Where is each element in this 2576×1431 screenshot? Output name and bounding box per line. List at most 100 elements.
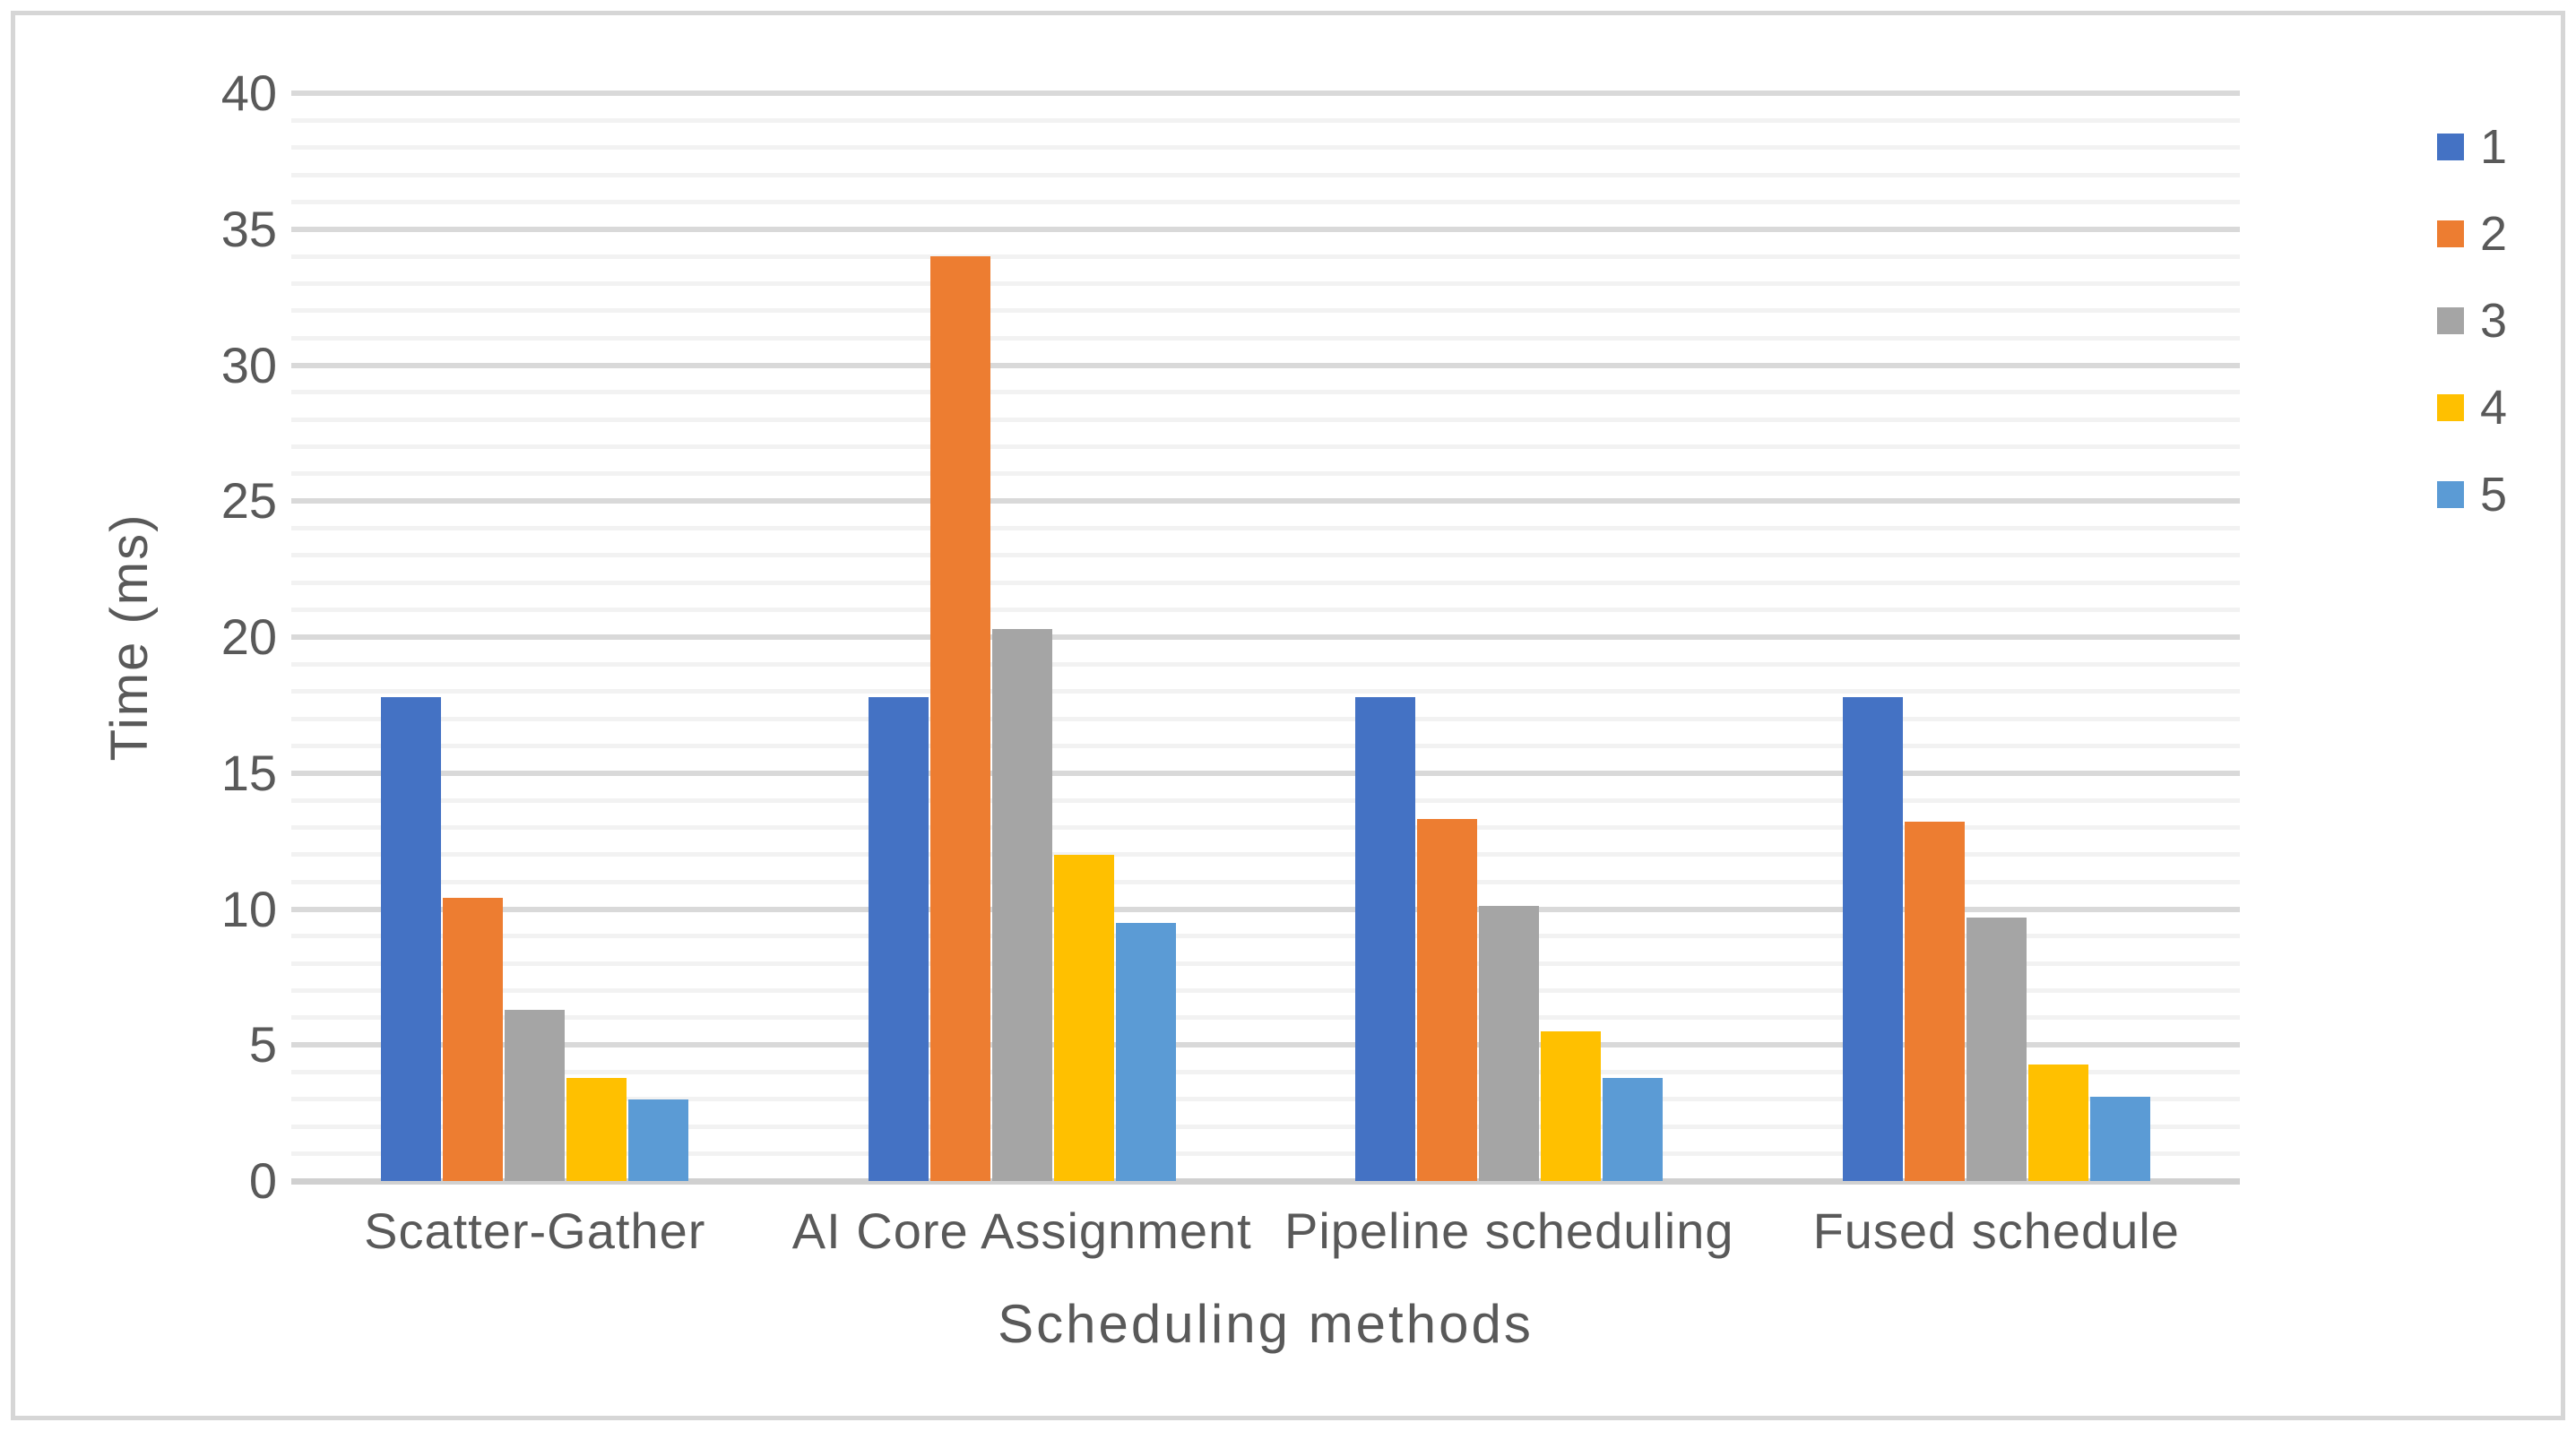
y-tick-label-10: 10 — [220, 880, 277, 937]
bar-series-2-ai-core-assignment — [929, 256, 990, 1181]
minor-gridline — [291, 117, 2240, 123]
bar-series-4-ai-core-assignment — [1053, 854, 1114, 1181]
bar-group-fused-schedule — [1753, 93, 2241, 1181]
legend-label-5: 5 — [2480, 467, 2508, 522]
minor-gridline — [291, 824, 2240, 830]
minor-gridline — [291, 526, 2240, 531]
bar-series-3-scatter-gather — [505, 1009, 566, 1181]
bar-series-5-scatter-gather — [628, 1099, 689, 1181]
bar-series-1-scatter-gather — [381, 696, 442, 1181]
legend-item-1: 1 — [2437, 103, 2507, 190]
bar-series-3-fused-schedule — [1966, 917, 2027, 1181]
y-tick-label-35: 35 — [220, 200, 277, 257]
legend-swatch-icon — [2437, 480, 2464, 508]
x-axis-line — [291, 1177, 2240, 1185]
legend-item-3: 3 — [2437, 277, 2507, 364]
plot-area — [291, 91, 2240, 1185]
minor-gridline — [291, 471, 2240, 477]
bar-group-scatter-gather — [291, 93, 779, 1181]
legend-swatch-icon — [2437, 133, 2464, 160]
minor-gridline — [291, 1151, 2240, 1157]
bar-group-ai-core-assignment — [779, 93, 1266, 1181]
legend-label-1: 1 — [2480, 119, 2508, 174]
minor-gridline — [291, 145, 2240, 151]
legend-label-2: 2 — [2480, 206, 2508, 261]
bar-series-1-ai-core-assignment — [868, 696, 929, 1181]
x-category-label-ai-core-assignment: AI Core Assignment — [791, 1203, 1252, 1259]
minor-gridline — [291, 689, 2240, 694]
minor-gridline — [291, 199, 2240, 204]
legend-label-4: 4 — [2480, 380, 2508, 435]
minor-gridline — [291, 852, 2240, 858]
y-tick-label-5: 5 — [248, 1016, 277, 1073]
minor-gridline — [291, 172, 2240, 177]
y-axis-tick-labels: 0 5 10 15 20 25 30 35 40 — [15, 15, 277, 1416]
x-axis-title: Scheduling methods — [998, 1294, 1534, 1354]
bar-series-3-pipeline-scheduling — [1479, 906, 1540, 1181]
minor-gridline — [291, 743, 2240, 748]
minor-gridline — [291, 417, 2240, 422]
minor-gridline — [291, 1097, 2240, 1102]
minor-gridline — [291, 580, 2240, 585]
y-axis-title: Time (ms) — [100, 513, 159, 762]
y-tick-label-30: 30 — [220, 336, 277, 393]
bar-group-pipeline-scheduling — [1266, 93, 1753, 1181]
y-tick-label-0: 0 — [248, 1152, 277, 1209]
legend-swatch-icon — [2437, 393, 2464, 421]
x-category-label-scatter-gather: Scatter-Gather — [364, 1203, 706, 1259]
y-tick-label-40: 40 — [220, 65, 277, 121]
major-gridline — [291, 362, 2240, 368]
bar-series-3-ai-core-assignment — [991, 628, 1052, 1181]
minor-gridline — [291, 1070, 2240, 1075]
legend: 1 2 3 4 5 — [2437, 103, 2507, 538]
bar-series-2-fused-schedule — [1904, 822, 1965, 1181]
minor-gridline — [291, 1015, 2240, 1021]
legend-item-5: 5 — [2437, 451, 2507, 538]
minor-gridline — [291, 608, 2240, 613]
minor-gridline — [291, 280, 2240, 286]
minor-gridline — [291, 553, 2240, 558]
minor-gridline — [291, 335, 2240, 341]
x-axis-category-labels: Scatter-Gather AI Core Assignment Pipeline… — [291, 1200, 2240, 1263]
minor-gridline — [291, 444, 2240, 450]
bar-series-1-fused-schedule — [1842, 696, 1903, 1181]
major-gridline — [291, 634, 2240, 640]
bar-series-5-ai-core-assignment — [1115, 922, 1176, 1181]
legend-label-3: 3 — [2480, 293, 2508, 348]
y-tick-label-15: 15 — [220, 744, 277, 801]
legend-item-4: 4 — [2437, 364, 2507, 451]
minor-gridline — [291, 254, 2240, 259]
bar-series-2-scatter-gather — [443, 898, 504, 1181]
bar-series-4-scatter-gather — [566, 1077, 627, 1181]
minor-gridline — [291, 988, 2240, 994]
bar-series-5-pipeline-scheduling — [1603, 1077, 1664, 1181]
bar-series-5-fused-schedule — [2089, 1096, 2150, 1181]
legend-swatch-icon — [2437, 306, 2464, 334]
major-gridline — [291, 498, 2240, 504]
major-gridline — [291, 906, 2240, 912]
x-category-label-fused-schedule: Fused schedule — [1812, 1203, 2180, 1259]
minor-gridline — [291, 661, 2240, 667]
minor-gridline — [291, 716, 2240, 721]
bar-series-1-pipeline-scheduling — [1355, 696, 1416, 1181]
major-gridline — [291, 91, 2240, 96]
legend-item-2: 2 — [2437, 190, 2507, 277]
bars-layer — [291, 93, 2240, 1181]
minor-gridline — [291, 308, 2240, 314]
minor-gridline — [291, 797, 2240, 803]
minor-gridline — [291, 961, 2240, 966]
minor-gridline — [291, 934, 2240, 939]
y-tick-label-25: 25 — [220, 472, 277, 530]
major-gridline — [291, 770, 2240, 776]
y-tick-label-20: 20 — [220, 608, 277, 665]
bar-series-2-pipeline-scheduling — [1417, 819, 1478, 1181]
major-gridline — [291, 1042, 2240, 1048]
minor-gridline — [291, 390, 2240, 395]
legend-swatch-icon — [2437, 220, 2464, 247]
minor-gridline — [291, 879, 2240, 884]
bar-series-4-pipeline-scheduling — [1541, 1031, 1602, 1181]
figure-border: 0 5 10 15 20 25 30 35 40 Time (ms) Scatter-Gathe… — [11, 11, 2565, 1420]
bar-series-4-fused-schedule — [2027, 1064, 2088, 1181]
x-category-label-pipeline-scheduling: Pipeline scheduling — [1284, 1203, 1734, 1259]
